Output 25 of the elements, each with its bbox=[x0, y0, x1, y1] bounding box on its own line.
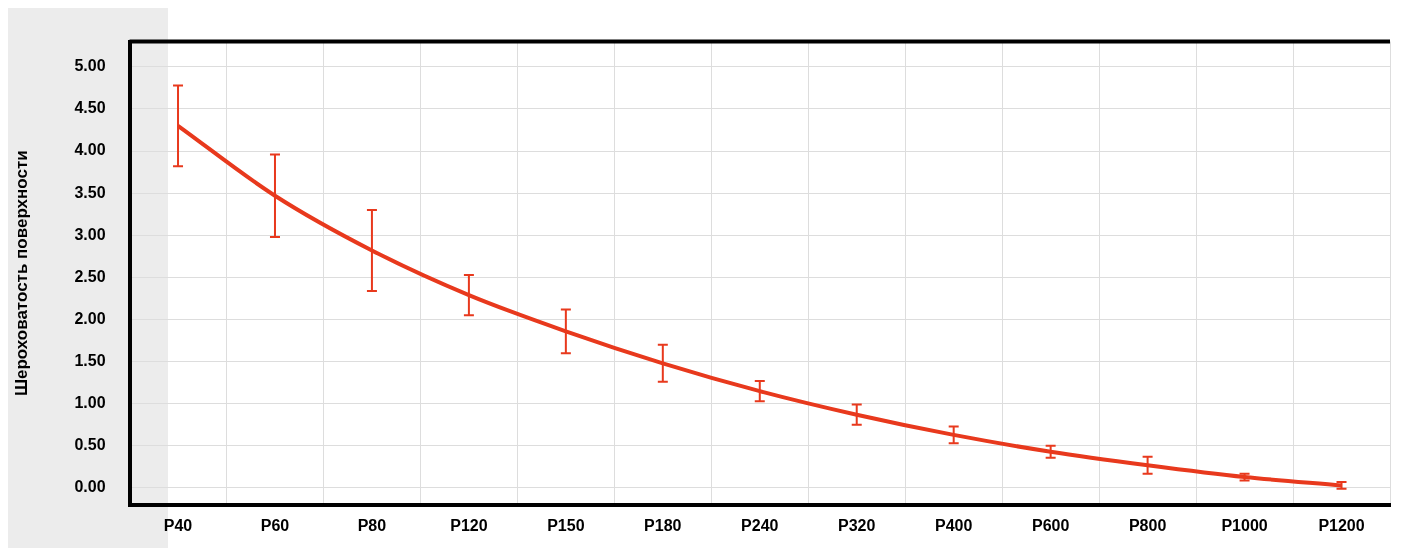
y-tick-label: 2.00 bbox=[74, 309, 106, 327]
y-tick-label: 1.50 bbox=[74, 352, 106, 370]
y-tick-label: 1.00 bbox=[74, 394, 106, 412]
x-tick-label: P60 bbox=[260, 516, 290, 534]
y-tick-label: 4.00 bbox=[74, 141, 106, 159]
x-tick-label: P320 bbox=[838, 516, 876, 534]
y-tick-label: 3.50 bbox=[74, 183, 106, 201]
x-tick-label: P1000 bbox=[1221, 516, 1268, 534]
y-tick-label: 3.00 bbox=[74, 225, 106, 243]
x-tick-label: P400 bbox=[935, 516, 973, 534]
x-tick-label: P150 bbox=[547, 516, 585, 534]
x-tick-label: P1200 bbox=[1318, 516, 1365, 534]
x-tick-label: P40 bbox=[163, 516, 193, 534]
x-tick-label: P120 bbox=[450, 516, 488, 534]
x-tick-label: P180 bbox=[644, 516, 682, 534]
x-tick-label: P800 bbox=[1128, 516, 1167, 534]
x-tick-label: P240 bbox=[741, 516, 779, 534]
x-tick-label: P80 bbox=[357, 516, 387, 534]
y-axis-title: Шероховатость поверхности bbox=[11, 150, 31, 397]
y-tick-label: 2.50 bbox=[74, 267, 106, 285]
y-tick-label: 0.00 bbox=[74, 478, 106, 496]
y-tick-label: 4.50 bbox=[74, 99, 106, 117]
y-tick-label: 5.00 bbox=[74, 57, 106, 75]
y-tick-label: 0.50 bbox=[74, 436, 106, 454]
x-tick-label: P600 bbox=[1031, 516, 1070, 534]
